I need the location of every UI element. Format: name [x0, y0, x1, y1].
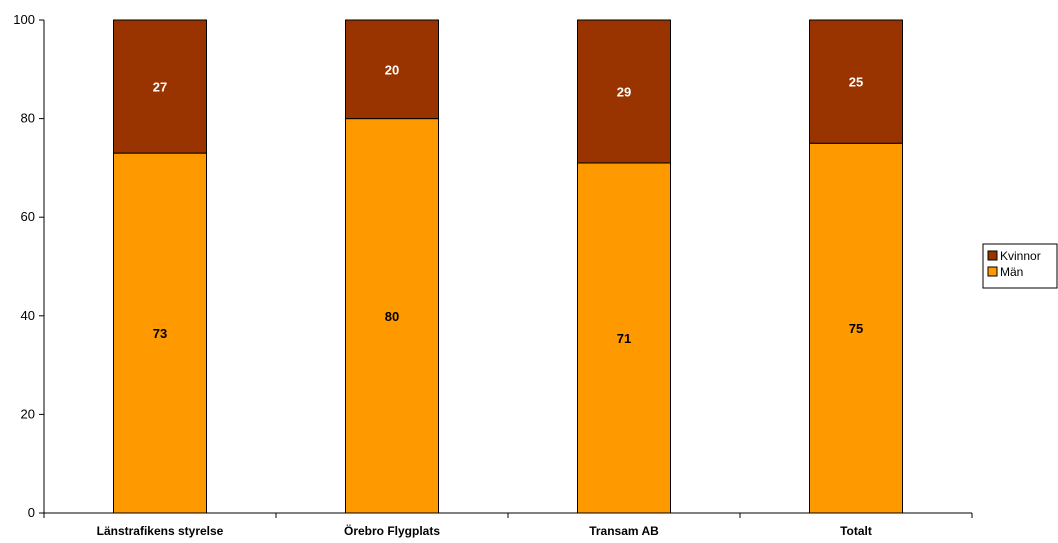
legend-label-kvinnor: Kvinnor — [1000, 249, 1041, 263]
bar-segment-kvinnor — [345, 19, 439, 120]
data-label-män: 71 — [617, 331, 631, 346]
data-labels: 73 27 80 20 71 29 75 25 — [153, 62, 863, 346]
data-label-män: 80 — [385, 309, 399, 324]
x-category-label: Totalt — [840, 524, 872, 538]
bar-segment-kvinnor — [577, 19, 671, 164]
bar-segment-kvinnor — [809, 19, 903, 144]
y-tick-label: 100 — [13, 12, 35, 27]
y-tick-label: 20 — [21, 406, 35, 421]
legend-swatch-män — [987, 266, 998, 277]
bar-segment-kvinnor — [113, 19, 207, 154]
bar-segment-män — [113, 152, 207, 514]
bars — [113, 19, 903, 514]
y-tick-label: 0 — [28, 505, 35, 520]
x-category-label: Länstrafikens styrelse — [97, 524, 224, 538]
x-category-label: Transam AB — [589, 524, 659, 538]
x-category-label: Örebro Flygplats — [344, 523, 440, 538]
data-label-män: 73 — [153, 326, 167, 341]
data-label-kvinnor: 29 — [617, 84, 631, 99]
legend: Kvinnor Män — [982, 243, 1058, 289]
data-label-kvinnor: 20 — [385, 62, 399, 77]
y-tick-label: 60 — [21, 209, 35, 224]
legend-swatch-kvinnor — [987, 250, 998, 261]
axes: 0 20 40 60 80 100 Länstrafikens styrelse Örebro… — [13, 12, 973, 538]
y-tick-label: 40 — [21, 308, 35, 323]
bar-segment-män — [577, 162, 671, 514]
data-label-kvinnor: 25 — [849, 75, 863, 90]
y-tick-label: 80 — [21, 111, 35, 126]
data-label-män: 75 — [849, 321, 863, 336]
data-label-kvinnor: 27 — [153, 80, 167, 95]
bar-segment-män — [809, 142, 903, 514]
bar-segment-män — [345, 118, 439, 514]
legend-label-män: Män — [1000, 265, 1023, 279]
